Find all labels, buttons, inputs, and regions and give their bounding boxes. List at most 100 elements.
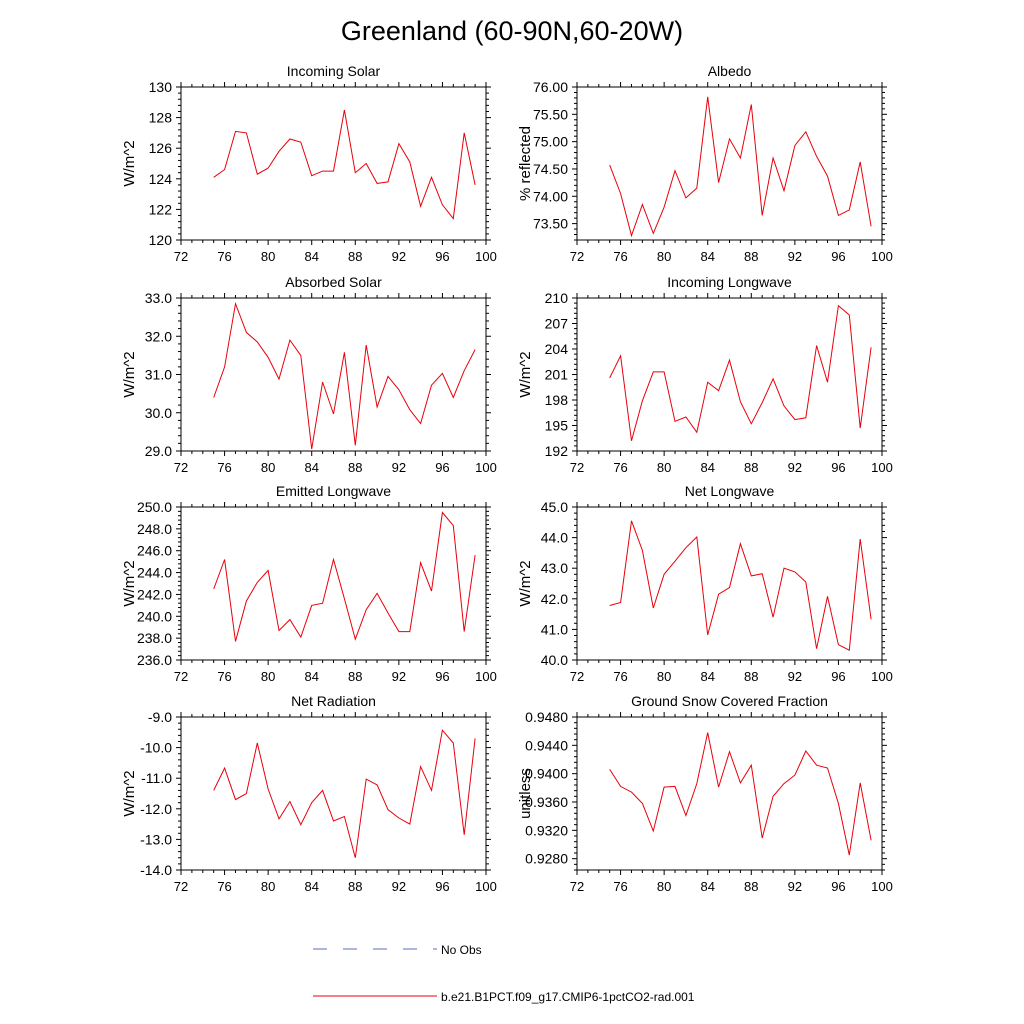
chart-3-ytick-label: 192 <box>545 443 569 459</box>
chart-7-xtick-label: 72 <box>570 879 584 894</box>
chart-5-title: Net Longwave <box>685 483 775 499</box>
chart-1: Albedo % reflected 72 76 80 84 88 92 96 100 73.50 7… <box>517 63 893 264</box>
chart-4-xtick-label: 88 <box>348 669 362 684</box>
chart-5-xtick-label: 88 <box>744 669 758 684</box>
chart-5-ytick-label: 40.0 <box>541 652 568 668</box>
chart-1-frame <box>576 86 883 241</box>
chart-3-ytick-label: 201 <box>545 367 569 383</box>
chart-3-xtick-label: 88 <box>744 460 758 475</box>
chart-3-xtick-label: 96 <box>831 460 845 475</box>
chart-4-series-line-0 <box>213 511 476 642</box>
chart-5-ylabel: W/m^2 <box>517 560 534 606</box>
chart-0: Incoming Solar W/m^2 72 76 80 84 88 92 96 100 120 1… <box>121 63 497 264</box>
chart-1-xtick-label: 84 <box>700 249 714 264</box>
chart-4-ytick-label: 250.0 <box>137 499 172 515</box>
chart-2-ytick-label: 31.0 <box>145 367 172 383</box>
chart-6-title: Net Radiation <box>291 693 376 709</box>
chart-2-xtick-label: 88 <box>348 460 362 475</box>
chart-6-ytick-label: -12.0 <box>140 801 172 817</box>
chart-2-ylabel: W/m^2 <box>121 351 138 397</box>
chart-0-ytick-label: 126 <box>149 140 173 156</box>
legend-label-model: b.e21.B1PCT.f09_g17.CMIP6-1pctCO2-rad.00… <box>441 990 695 1004</box>
legend-label-no-obs: No Obs <box>441 943 482 957</box>
chart-3-ytick-label: 198 <box>545 392 569 408</box>
chart-0-ytick-label: 122 <box>149 201 173 217</box>
chart-7-frame <box>576 716 883 871</box>
chart-1-xtick-label: 88 <box>744 249 758 264</box>
chart-1-ytick-label: 75.50 <box>533 106 568 122</box>
chart-0-ytick-label: 128 <box>149 110 173 126</box>
chart-0-xtick-label: 72 <box>174 249 188 264</box>
chart-2-xtick-label: 100 <box>475 460 497 475</box>
chart-2-frame <box>180 297 487 452</box>
chart-2-series-line-0 <box>213 301 476 450</box>
chart-5-ytick-label: 41.0 <box>541 621 568 637</box>
chart-4-ytick-label: 236.0 <box>137 652 172 668</box>
chart-3-ytick-label: 204 <box>545 341 569 357</box>
chart-0-xtick-label: 76 <box>217 249 231 264</box>
chart-4-xtick-label: 76 <box>217 669 231 684</box>
chart-1-xtick-label: 96 <box>831 249 845 264</box>
chart-7-ytick-label: 0.9280 <box>525 851 568 867</box>
chart-0-title: Incoming Solar <box>287 63 381 79</box>
chart-6: Net Radiation W/m^2 72 76 80 84 88 92 96 100 -14.0… <box>121 693 497 894</box>
chart-7-ytick-label: 0.9360 <box>525 794 568 810</box>
chart-3-series-line-0 <box>609 304 872 441</box>
chart-0-xtick-label: 96 <box>435 249 449 264</box>
chart-6-xtick-label: 92 <box>392 879 406 894</box>
chart-0-xtick-label: 92 <box>392 249 406 264</box>
chart-2-xtick-label: 96 <box>435 460 449 475</box>
chart-2-xtick-label: 80 <box>261 460 275 475</box>
chart-1-ytick-label: 74.00 <box>533 188 568 204</box>
chart-6-xtick-label: 88 <box>348 879 362 894</box>
chart-7: Ground Snow Covered Fraction unitless 72 76… <box>517 693 893 894</box>
chart-6-xtick-label: 80 <box>261 879 275 894</box>
chart-4-ytick-label: 242.0 <box>137 586 172 602</box>
chart-7-ytick-label: 0.9320 <box>525 822 568 838</box>
chart-2-ytick-label: 33.0 <box>145 290 172 306</box>
chart-4-ytick-label: 240.0 <box>137 608 172 624</box>
chart-7-xtick-label: 84 <box>700 879 714 894</box>
chart-3-xtick-label: 100 <box>871 460 893 475</box>
chart-6-xtick-label: 84 <box>304 879 318 894</box>
chart-0-series-line-0 <box>213 109 476 220</box>
panels: Incoming Solar W/m^2 72 76 80 84 88 92 96 100 120 1… <box>121 63 893 894</box>
chart-1-title: Albedo <box>708 63 752 79</box>
chart-2-xtick-label: 92 <box>392 460 406 475</box>
chart-5-xtick-label: 100 <box>871 669 893 684</box>
chart-5: Net Longwave W/m^2 72 76 80 84 88 92 96 100 40.0 41… <box>517 483 893 684</box>
chart-4-xtick-label: 80 <box>261 669 275 684</box>
chart-2: Absorbed Solar W/m^2 72 76 80 84 88 92 96 100 29.0… <box>121 274 497 475</box>
chart-5-series-line-0 <box>609 520 872 651</box>
chart-2-xtick-label: 84 <box>304 460 318 475</box>
chart-4-ytick-label: 244.0 <box>137 565 172 581</box>
chart-5-xtick-label: 84 <box>700 669 714 684</box>
chart-7-ytick-label: 0.9440 <box>525 737 568 753</box>
chart-3-title: Incoming Longwave <box>667 274 792 290</box>
chart-2-ytick-label: 32.0 <box>145 328 172 344</box>
chart-7-xtick-label: 92 <box>788 879 802 894</box>
chart-4-xtick-label: 92 <box>392 669 406 684</box>
chart-7-xtick-label: 100 <box>871 879 893 894</box>
chart-3-xtick-label: 72 <box>570 460 584 475</box>
chart-5-xtick-label: 72 <box>570 669 584 684</box>
chart-3: Incoming Longwave W/m^2 72 76 80 84 88 92 96 100 1… <box>517 274 893 475</box>
chart-6-ylabel: W/m^2 <box>121 770 138 816</box>
legend: No Obs b.e21.B1PCT.f09_g17.CMIP6-1pctCO2… <box>313 943 695 1004</box>
chart-7-xtick-label: 96 <box>831 879 845 894</box>
legend-item-model: b.e21.B1PCT.f09_g17.CMIP6-1pctCO2-rad.00… <box>313 990 695 1004</box>
chart-5-xtick-label: 76 <box>613 669 627 684</box>
chart-2-ytick-label: 30.0 <box>145 405 172 421</box>
chart-6-ytick-label: -14.0 <box>140 862 172 878</box>
chart-5-ytick-label: 44.0 <box>541 530 568 546</box>
chart-1-ytick-label: 75.00 <box>533 134 568 150</box>
chart-4-xtick-label: 72 <box>174 669 188 684</box>
chart-1-xtick-label: 100 <box>871 249 893 264</box>
chart-3-ytick-label: 207 <box>545 316 569 332</box>
chart-4-ylabel: W/m^2 <box>121 560 138 606</box>
chart-1-xtick-label: 76 <box>613 249 627 264</box>
chart-0-xtick-label: 88 <box>348 249 362 264</box>
chart-7-xtick-label: 80 <box>657 879 671 894</box>
chart-3-ytick-label: 195 <box>545 418 569 434</box>
page-title: Greenland (60-90N,60-20W) <box>341 16 683 46</box>
